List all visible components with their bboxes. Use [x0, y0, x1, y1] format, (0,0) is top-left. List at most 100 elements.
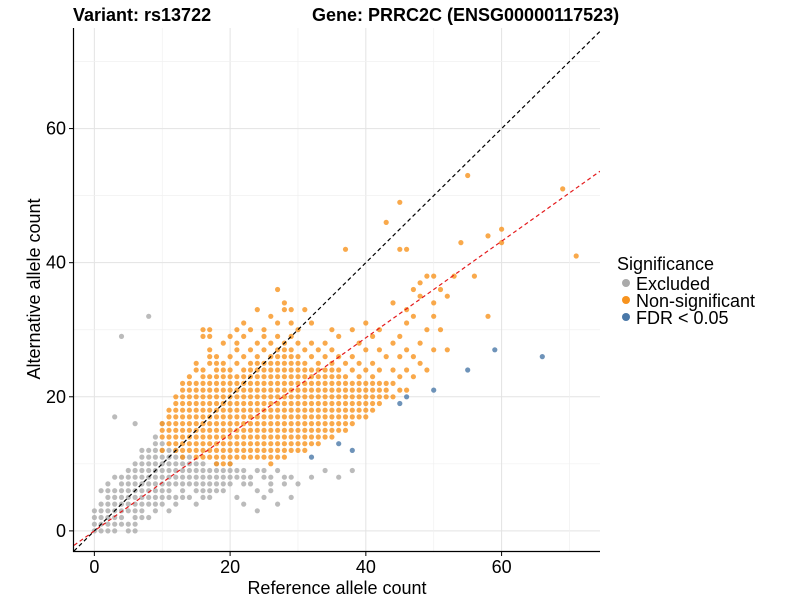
- point-non-significant: [370, 374, 376, 380]
- point-non-significant: [234, 421, 240, 427]
- point-excluded: [159, 488, 165, 494]
- point-non-significant: [261, 367, 267, 373]
- point-excluded: [105, 528, 111, 534]
- point-non-significant: [444, 347, 450, 353]
- point-non-significant: [302, 407, 308, 413]
- point-excluded: [118, 474, 125, 480]
- point-excluded: [186, 467, 192, 474]
- point-non-significant: [295, 427, 301, 433]
- point-non-significant: [275, 427, 281, 433]
- point-non-significant: [213, 400, 220, 407]
- point-excluded: [241, 481, 247, 487]
- point-non-significant: [268, 387, 274, 393]
- point-non-significant: [295, 434, 301, 440]
- legend-label: Excluded: [636, 274, 710, 294]
- point-non-significant: [383, 394, 389, 400]
- point-non-significant: [166, 407, 172, 413]
- point-excluded: [132, 501, 138, 507]
- point-non-significant: [390, 380, 396, 386]
- point-non-significant: [234, 394, 240, 400]
- point-excluded: [275, 501, 281, 507]
- point-non-significant: [275, 407, 281, 413]
- point-non-significant: [247, 387, 254, 393]
- point-non-significant: [295, 441, 301, 447]
- point-excluded: [139, 508, 145, 514]
- point-non-significant: [180, 414, 186, 420]
- point-non-significant: [234, 374, 240, 380]
- point-excluded: [275, 467, 281, 474]
- point-excluded: [125, 528, 131, 534]
- point-excluded: [132, 508, 138, 514]
- point-non-significant: [261, 434, 267, 440]
- point-excluded: [125, 481, 131, 487]
- point-non-significant: [302, 387, 308, 393]
- point-non-significant: [207, 380, 213, 386]
- point-excluded: [112, 521, 118, 527]
- point-non-significant: [193, 400, 199, 407]
- point-excluded: [234, 474, 240, 480]
- point-non-significant: [220, 441, 226, 447]
- point-excluded: [132, 514, 138, 521]
- point-excluded: [125, 521, 131, 527]
- point-non-significant: [173, 427, 179, 433]
- point-non-significant: [227, 407, 233, 413]
- point-non-significant: [186, 427, 192, 433]
- point-non-significant: [295, 394, 301, 400]
- point-non-significant: [302, 367, 308, 373]
- point-non-significant: [329, 367, 335, 373]
- point-non-significant: [295, 374, 301, 380]
- point-excluded: [166, 461, 172, 467]
- point-non-significant: [247, 380, 254, 386]
- point-non-significant: [220, 461, 226, 467]
- point-fdr-0-05: [492, 347, 498, 353]
- point-excluded: [288, 494, 294, 500]
- reference-line-fit: [74, 170, 600, 546]
- point-non-significant: [295, 360, 301, 366]
- point-non-significant: [220, 387, 226, 393]
- point-non-significant: [159, 421, 165, 427]
- point-non-significant: [397, 333, 403, 339]
- legend: Significance ExcludedNon-significantFDR …: [617, 254, 755, 328]
- point-non-significant: [227, 461, 233, 467]
- legend-key-non-significant: [622, 296, 630, 304]
- point-non-significant: [322, 380, 328, 386]
- point-non-significant: [207, 400, 213, 407]
- point-non-significant: [308, 441, 315, 447]
- point-non-significant: [200, 367, 206, 373]
- point-non-significant: [349, 354, 355, 360]
- point-non-significant: [315, 387, 321, 393]
- point-excluded: [132, 521, 138, 527]
- point-non-significant: [247, 360, 254, 366]
- point-non-significant: [336, 407, 342, 413]
- point-non-significant: [247, 454, 254, 460]
- point-non-significant: [288, 394, 294, 400]
- point-non-significant: [207, 354, 213, 360]
- point-non-significant: [288, 347, 294, 353]
- point-non-significant: [268, 421, 274, 427]
- point-excluded: [180, 494, 186, 500]
- point-non-significant: [356, 394, 362, 400]
- point-non-significant: [166, 414, 172, 420]
- point-excluded: [254, 508, 260, 514]
- point-non-significant: [302, 347, 308, 353]
- point-non-significant: [213, 434, 220, 440]
- x-tick-label: 20: [220, 557, 240, 577]
- point-non-significant: [268, 380, 274, 386]
- point-non-significant: [342, 400, 349, 407]
- point-non-significant: [227, 427, 233, 433]
- point-excluded: [220, 467, 226, 474]
- point-non-significant: [281, 307, 287, 313]
- point-non-significant: [342, 427, 349, 433]
- point-non-significant: [322, 407, 328, 413]
- point-non-significant: [207, 434, 213, 440]
- point-non-significant: [315, 434, 321, 440]
- point-non-significant: [281, 347, 287, 353]
- point-non-significant: [336, 380, 342, 386]
- point-non-significant: [268, 454, 274, 460]
- point-non-significant: [261, 400, 267, 407]
- point-non-significant: [336, 387, 342, 393]
- point-non-significant: [329, 434, 335, 440]
- point-excluded: [186, 494, 192, 500]
- point-excluded: [281, 481, 287, 487]
- point-excluded: [159, 481, 165, 487]
